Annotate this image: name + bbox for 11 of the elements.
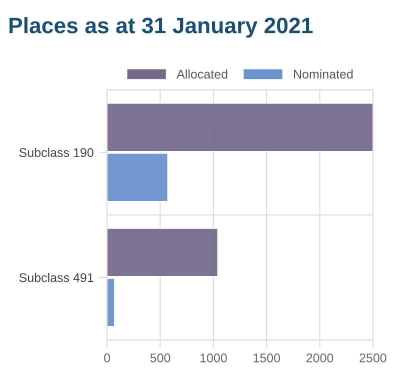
y-tick-label: Subclass 190 (19, 148, 94, 158)
x-tick-label: 1000 (200, 353, 227, 362)
x-tick-label: 1500 (254, 353, 280, 362)
chart-title: Places as at 31 January 2021 (10, 17, 313, 38)
legend-label: Nominated (294, 69, 353, 79)
x-tick-label: 2000 (306, 353, 334, 362)
y-tick-label: Subclass 491 (19, 272, 94, 282)
legend-label: Allocated (176, 69, 228, 79)
x-tick-label: 0 (104, 353, 110, 362)
x-tick-label: 2500 (360, 353, 386, 362)
x-tick-label: 500 (150, 353, 170, 362)
